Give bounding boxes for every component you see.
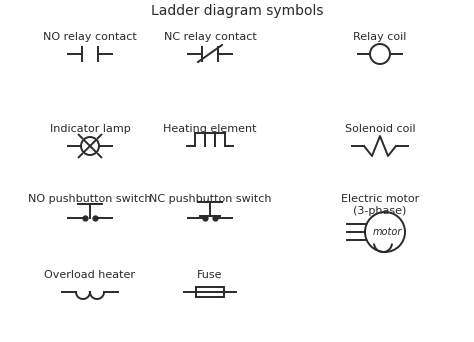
Text: Electric motor
(3-phase): Electric motor (3-phase) [341, 194, 419, 215]
Bar [196, 287, 224, 297]
Text: NO pushbutton switch: NO pushbutton switch [28, 194, 152, 204]
Text: Solenoid coil: Solenoid coil [345, 124, 415, 134]
Text: Overload heater: Overload heater [45, 270, 136, 280]
Text: Ladder diagram symbols: Ladder diagram symbols [151, 4, 323, 18]
Text: NO relay contact: NO relay contact [43, 32, 137, 42]
Text: motor: motor [372, 227, 401, 237]
Text: Relay coil: Relay coil [353, 32, 407, 42]
Text: Heating element: Heating element [163, 124, 257, 134]
Text: NC pushbutton switch: NC pushbutton switch [149, 194, 271, 204]
Text: NC relay contact: NC relay contact [164, 32, 256, 42]
Text: Indicator lamp: Indicator lamp [50, 124, 130, 134]
Text: Fuse: Fuse [197, 270, 223, 280]
